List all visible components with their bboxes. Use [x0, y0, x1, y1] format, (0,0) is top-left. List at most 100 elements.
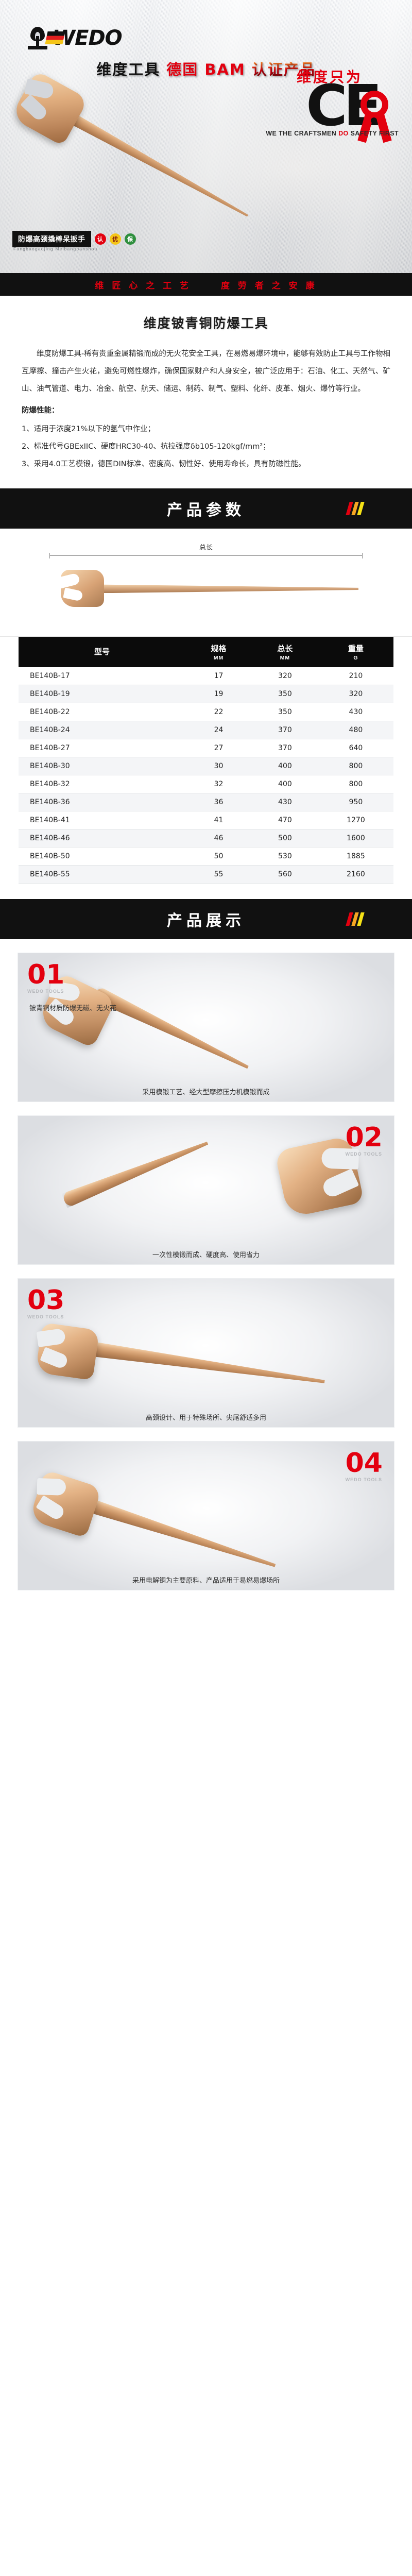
- cell-weight: 950: [318, 793, 393, 812]
- table-row: BE140B-41 41 470 1270: [19, 811, 393, 830]
- cell-size: 24: [185, 721, 252, 740]
- col-size-label: 规格: [211, 644, 227, 654]
- table-row: BE140B-30 30 400 800: [19, 757, 393, 776]
- col-weight-label: 重量: [348, 644, 364, 654]
- slogan-bar: 维 匠 心 之 工 艺 度 劳 者 之 安 康: [0, 273, 412, 296]
- cell-model: BE140B-50: [19, 847, 186, 866]
- cell-model: BE140B-27: [19, 739, 186, 758]
- col-weight: 重量 G: [318, 637, 393, 668]
- performance-list: 1、适用于浓度21%以下的氢气中作业； 2、标准代号GBExIIC、硬度HRC3…: [22, 420, 390, 473]
- ce-mark-lockup: CE: [270, 77, 399, 175]
- stripes-decoration: [346, 502, 365, 516]
- product-name-badge: 防爆高颈撬棒呆扳手 认 优 保: [12, 231, 136, 247]
- hero-banner: WEDO 维度工具 德国 BAM 认证产品 CE 维度只为 WE THE CRA…: [0, 0, 412, 273]
- tagline-post: SAFETY FIRST: [348, 130, 399, 137]
- wrench-icon: [356, 91, 394, 143]
- warranty-icon: 保: [124, 233, 136, 245]
- cell-weight: 320: [318, 685, 393, 704]
- cell-size: 36: [185, 793, 252, 812]
- performance-item: 1、适用于浓度21%以下的氢气中作业；: [22, 425, 155, 434]
- footer-spacer: [0, 1611, 412, 1624]
- dimension-line: [49, 553, 363, 559]
- cell-length: 560: [251, 865, 318, 884]
- cell-weight: 430: [318, 703, 393, 722]
- cell-model: BE140B-24: [19, 721, 186, 740]
- performance-subtitle: 防爆性能：: [22, 406, 59, 415]
- brand-logo[interactable]: WEDO: [27, 27, 123, 49]
- wrench-outline-image: [52, 567, 360, 623]
- spec-table-wrapper: 型号 规格 MM 总长 MM 重量 G: [0, 637, 412, 900]
- cell-length: 350: [251, 703, 318, 722]
- showcase-section: 01 WEDO TOOLS 铍青铜材质防爆无磁、无火花 采用模锻工艺、经大型摩擦…: [0, 953, 412, 1612]
- cell-weight: 800: [318, 775, 393, 794]
- cell-model: BE140B-22: [19, 703, 186, 722]
- showcase-number-text: 02: [345, 1122, 383, 1154]
- showcase-number-text: 03: [27, 1285, 65, 1316]
- cell-length: 500: [251, 829, 318, 848]
- col-weight-unit: G: [353, 655, 358, 662]
- showcase-item[interactable]: 03 WEDO TOOLS 高颈设计、用于特殊场所、尖尾舒适多用: [18, 1278, 394, 1428]
- showcase-item[interactable]: 04 WEDO TOOLS 采用电解铜为主要原料、产品适用于易燃易爆场所: [18, 1441, 394, 1591]
- section-banner-showcase: 产品展示: [0, 899, 412, 940]
- headline-part-gradient: 认证产品: [251, 61, 316, 78]
- cell-model: BE140B-46: [19, 829, 186, 848]
- german-flag-icon: [45, 31, 65, 44]
- slogan-left: 维 匠 心 之 工 艺: [95, 280, 191, 291]
- showcase-caption: 一次性模锻而成、硬度高、使用省力: [152, 1251, 260, 1260]
- cell-model: BE140B-32: [19, 775, 186, 794]
- showcase-wrench-image: [18, 1442, 394, 1590]
- spec-table: 型号 规格 MM 总长 MM 重量 G: [19, 637, 393, 884]
- col-size-unit: MM: [213, 655, 224, 662]
- showcase-caption: 高颈设计、用于特殊场所、尖尾舒适多用: [145, 1414, 266, 1422]
- cell-weight: 1885: [318, 847, 393, 866]
- col-length: 总长 MM: [251, 637, 318, 668]
- col-length-label: 总长: [277, 644, 293, 654]
- col-model: 型号: [19, 637, 186, 668]
- table-row: BE140B-24 24 370 480: [19, 721, 393, 740]
- cell-length: 370: [251, 739, 318, 758]
- slogan-right: 度 劳 者 之 安 康: [221, 280, 317, 291]
- intro-section: 维度铍青铜防爆工具 维度防爆工具-稀有贵重金属精锻而成的无火花安全工具，在易燃易…: [0, 296, 412, 488]
- showcase-number: 02 WEDO TOOLS: [346, 1124, 383, 1157]
- quality-icon: 优: [109, 233, 121, 245]
- wedo-bell-icon: [27, 27, 48, 49]
- table-row: BE140B-32 32 400 800: [19, 775, 393, 794]
- cell-size: 32: [185, 775, 252, 794]
- showcase-number: 04 WEDO TOOLS: [346, 1450, 383, 1482]
- showcase-wrench-image: [18, 1116, 394, 1264]
- tagline-mid: DO: [338, 130, 349, 137]
- showcase-number-sub: WEDO TOOLS: [27, 1314, 64, 1320]
- table-row: BE140B-22 22 350 430: [19, 703, 393, 722]
- cell-length: 400: [251, 757, 318, 776]
- table-row: BE140B-19 19 350 320: [19, 685, 393, 704]
- performance-item: 2、标准代号GBExIIC、硬度HRC30-40、抗拉强度δb105-120kg…: [22, 443, 270, 451]
- cell-size: 27: [185, 739, 252, 758]
- table-row: BE140B-46 46 500 1600: [19, 829, 393, 848]
- cell-model: BE140B-19: [19, 685, 186, 704]
- cell-size: 22: [185, 703, 252, 722]
- intro-paragraph: 维度防爆工具-稀有贵重金属精锻而成的无火花安全工具，在易燃易爆环境中，能够有效防…: [22, 350, 390, 394]
- cell-weight: 210: [318, 667, 393, 686]
- showcase-number-text: 04: [345, 1448, 383, 1479]
- cell-weight: 480: [318, 721, 393, 740]
- cell-size: 17: [185, 667, 252, 686]
- showcase-item[interactable]: 01 WEDO TOOLS 铍青铜材质防爆无磁、无火花 采用模锻工艺、经大型摩擦…: [18, 953, 394, 1103]
- cell-size: 41: [185, 811, 252, 830]
- cell-model: BE140B-55: [19, 865, 186, 884]
- showcase-wrench-image: [18, 1279, 394, 1427]
- intro-title: 维度铍青铜防爆工具: [143, 316, 269, 331]
- cell-length: 320: [251, 667, 318, 686]
- cell-length: 370: [251, 721, 318, 740]
- showcase-number: 01 WEDO TOOLS: [27, 961, 64, 994]
- cell-weight: 1270: [318, 811, 393, 830]
- certified-icon: 认: [94, 233, 106, 245]
- cell-weight: 1600: [318, 829, 393, 848]
- cell-size: 50: [185, 847, 252, 866]
- cell-weight: 800: [318, 757, 393, 776]
- product-name-text: 防爆高颈撬棒呆扳手: [12, 231, 91, 247]
- cell-model: BE140B-41: [19, 811, 186, 830]
- cell-length: 530: [251, 847, 318, 866]
- showcase-item[interactable]: 02 WEDO TOOLS 一次性模锻而成、硬度高、使用省力: [18, 1115, 394, 1265]
- cell-size: 46: [185, 829, 252, 848]
- hero-wrench-image: [10, 70, 304, 247]
